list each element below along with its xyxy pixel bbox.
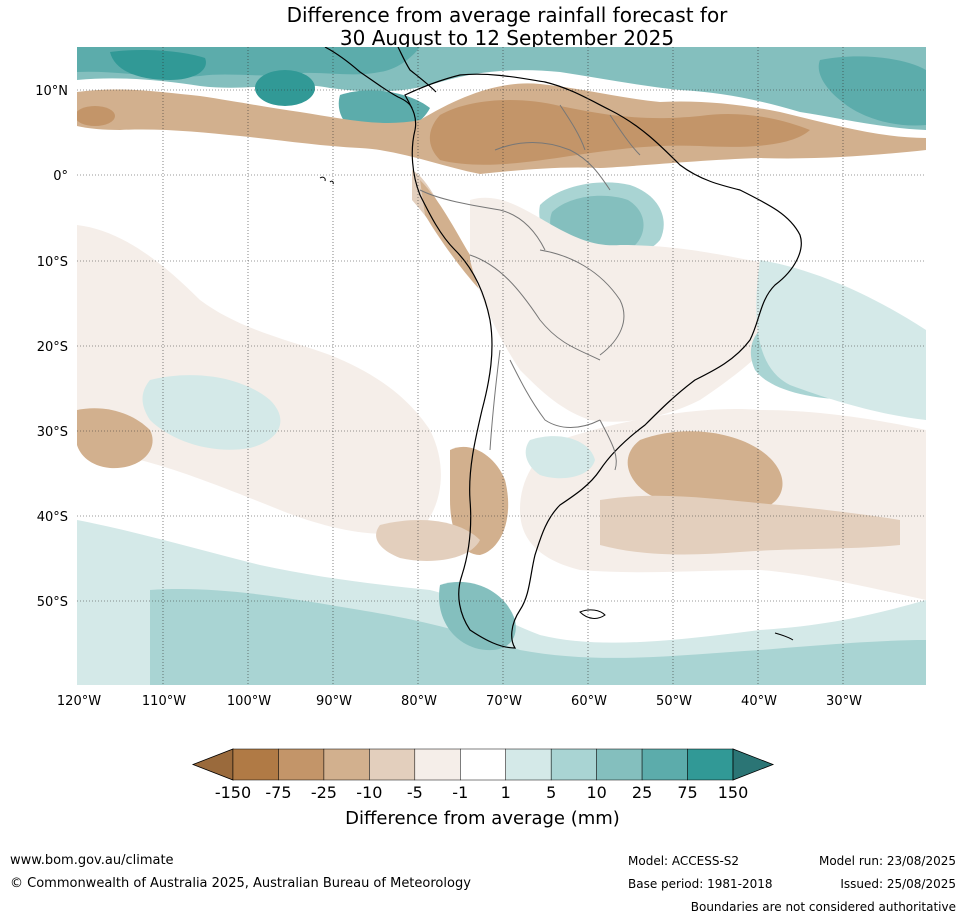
- lon-label: 30°W: [826, 694, 862, 709]
- colorbar-tick-label: -1: [452, 783, 469, 802]
- footer-issued: Issued: 25/08/2025: [840, 877, 956, 891]
- lon-label: 70°W: [486, 694, 522, 709]
- latitude-labels: 10°N 0° 10°S 20°S 30°S 40°S 50°S: [35, 84, 68, 610]
- brown-south-atlantic: [627, 431, 783, 515]
- brown-pacific-west: [77, 408, 153, 469]
- teal-band-south-strong: [150, 589, 926, 685]
- teal-cape-horn: [439, 581, 516, 651]
- colorbar-tick-label: -25: [310, 783, 337, 802]
- colorbar-extend-high: [732, 748, 775, 781]
- footer-url: www.bom.gov.au/climate: [10, 853, 174, 868]
- lat-label: 0°: [53, 169, 68, 184]
- colorbar-tick-label: -5: [406, 783, 423, 802]
- lat-label: 50°S: [37, 595, 68, 610]
- lat-label: 10°N: [35, 84, 68, 99]
- colorbar-tick-label: 150: [717, 783, 749, 802]
- south-georgia: [774, 632, 794, 641]
- footer-model: Model: ACCESS-S2: [628, 854, 740, 868]
- colorbar-tick-label: -150: [214, 783, 252, 802]
- country-borders: [419, 104, 641, 471]
- colorbar-extend-low: [191, 748, 234, 781]
- lon-label: 100°W: [227, 694, 271, 709]
- footer-base-period: Base period: 1981-2018: [628, 877, 773, 891]
- colorbar-bin: [278, 748, 325, 781]
- colorbar-tick-label: 10: [586, 783, 607, 802]
- footer-disclaimer: Boundaries are not considered authoritat…: [690, 900, 956, 914]
- pale-brown-chile-south: [376, 520, 480, 561]
- galapagos: [319, 176, 334, 185]
- teal-core-west: [110, 50, 206, 80]
- lon-label: 80°W: [401, 694, 437, 709]
- teal-eddy: [255, 70, 315, 106]
- graticule: [77, 47, 926, 685]
- teal-argentina-center: [525, 436, 595, 479]
- pale-brown-pacific: [77, 225, 441, 534]
- falklands: [579, 609, 606, 619]
- lat-label: 20°S: [37, 340, 68, 355]
- lon-label: 120°W: [57, 694, 101, 709]
- colorbar-tick-label: 1: [500, 783, 511, 802]
- lat-label: 30°S: [37, 425, 68, 440]
- lon-label: 50°W: [656, 694, 692, 709]
- brown-south-atlantic-east: [600, 495, 900, 555]
- colorbar-bin: [550, 748, 597, 781]
- lat-label: 40°S: [37, 510, 68, 525]
- brown-core-north: [429, 99, 810, 165]
- colorbar-bin: [641, 748, 688, 781]
- pale-teal-atlantic: [756, 260, 926, 420]
- central-america-coastline: [324, 47, 437, 109]
- colorbar-tick-label: 75: [677, 783, 698, 802]
- brown-core-pacific: [77, 106, 115, 126]
- longitude-labels: 120°W 110°W 100°W 90°W 80°W 70°W 60°W 50…: [57, 694, 862, 709]
- colorbar-bin: [687, 748, 734, 781]
- lon-label: 110°W: [142, 694, 186, 709]
- colorbar-bin: [232, 748, 279, 781]
- colorbar-tick-label: -10: [356, 783, 383, 802]
- colorbar-title: Difference from average (mm): [345, 808, 620, 829]
- lon-label: 90°W: [316, 694, 352, 709]
- colorbar-bin: [460, 748, 506, 781]
- title-line-1: Difference from average rainfall forecas…: [286, 3, 728, 27]
- title-line-2: 30 August to 12 September 2025: [339, 26, 675, 50]
- lat-label: 10°S: [37, 255, 68, 270]
- footer-model-run: Model run: 23/08/2025: [818, 854, 956, 868]
- footer-copyright: © Commonwealth of Australia 2025, Austra…: [10, 876, 471, 891]
- lon-label: 60°W: [571, 694, 607, 709]
- colorbar-bin: [414, 748, 461, 781]
- pale-brown-brazil: [470, 197, 794, 422]
- chart-title: Difference from average rainfall forecas…: [0, 4, 965, 50]
- brown-chile-coast: [450, 446, 509, 555]
- colorbar-bin: [323, 748, 370, 781]
- colorbar-ticks: -150 -75 -25 -10 -5 -1 1 5 10 25 75 150: [0, 783, 965, 803]
- colorbar-tick-label: 25: [631, 783, 653, 802]
- colorbar-tick-label: 5: [546, 783, 557, 802]
- teal-core-east: [818, 56, 926, 126]
- south-america-coastline: [404, 73, 802, 649]
- colorbar-bin: [596, 748, 643, 781]
- anomaly-field: [77, 47, 926, 685]
- colorbar-bin: [369, 748, 416, 781]
- colorbar: [191, 748, 775, 781]
- colorbar-bin: [505, 748, 552, 781]
- lon-label: 40°W: [741, 694, 777, 709]
- colorbar-tick-label: -75: [265, 783, 292, 802]
